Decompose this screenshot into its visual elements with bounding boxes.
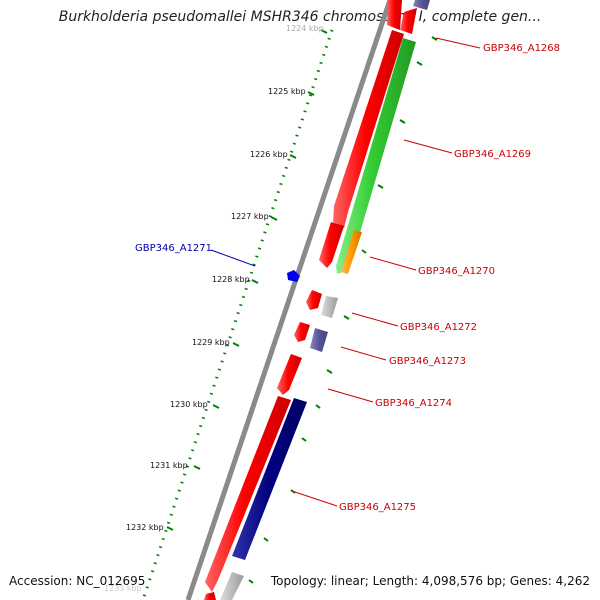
ruler-label: 1232 kbp — [126, 523, 164, 532]
ruler-tick — [212, 404, 220, 409]
gene-label[interactable]: GBP346_A1269 — [454, 149, 531, 160]
gene-label[interactable]: GBP346_A1271 — [135, 243, 212, 254]
gene-label[interactable]: GBP346_A1273 — [389, 356, 466, 367]
feature-marks — [248, 36, 438, 584]
gene-feature-red[interactable] — [205, 396, 291, 592]
ruler-label: 1224 kbp — [286, 24, 324, 33]
ruler-label: 1231 kbp — [150, 461, 188, 470]
gene-feature-red[interactable] — [306, 290, 322, 310]
gene-feature-red[interactable] — [277, 354, 302, 395]
gene-label[interactable]: GBP346_A1275 — [339, 502, 416, 513]
gene-feature-slate[interactable] — [413, 0, 430, 10]
sequence-backbone — [185, 0, 393, 600]
ruler-tick — [270, 216, 278, 221]
gene-feature-orange[interactable] — [341, 230, 362, 274]
ruler-tick — [193, 465, 201, 470]
ruler-tick — [307, 91, 315, 96]
gene-label[interactable]: GBP346_A1270 — [418, 266, 495, 277]
ruler-tick — [251, 279, 259, 284]
gene-feature-red[interactable] — [333, 30, 404, 228]
gene-feature-red[interactable] — [319, 222, 344, 268]
ruler-ticks — [166, 29, 328, 531]
map-title: Burkholderia pseudomallei MSHR346 chromo… — [58, 9, 542, 25]
ruler-label: 1225 kbp — [268, 87, 306, 96]
ruler-tick — [289, 154, 297, 159]
gene-feature-red-top[interactable] — [387, 0, 402, 30]
accession-text: Accession: NC_012695 — [9, 574, 146, 588]
gene-feature-grey[interactable] — [321, 296, 338, 318]
ruler-label: 1228 kbp — [212, 275, 250, 284]
gene-feature-slate[interactable] — [310, 328, 328, 352]
gene-label[interactable]: GBP346_A1272 — [400, 322, 477, 333]
gene-feature-green[interactable] — [336, 38, 416, 274]
ruler-label: 1230 kbp — [170, 400, 208, 409]
ruler-tick — [232, 342, 240, 347]
genome-stats-text: Topology: linear; Length: 4,098,576 bp; … — [270, 574, 590, 588]
gene-labels: GBP346_A1268 GBP346_A1269 GBP346_A1270 G… — [135, 43, 560, 513]
ruler-tick — [320, 29, 328, 34]
ruler-label: 1233 kbp — [104, 584, 142, 593]
ruler-label: 1226 kbp — [250, 150, 288, 159]
ruler-tick — [166, 526, 174, 531]
gene-feature-navy[interactable] — [232, 398, 307, 560]
gene-feature-red[interactable] — [204, 592, 216, 600]
gene-feature-red[interactable] — [400, 8, 417, 34]
gene-label[interactable]: GBP346_A1274 — [375, 398, 452, 409]
ruler-labels: 1224 kbp 1225 kbp 1226 kbp 1227 kbp 1228… — [104, 24, 324, 593]
gene-feature-grey[interactable] — [220, 572, 244, 600]
ruler-label: 1227 kbp — [231, 212, 269, 221]
gene-feature-red[interactable] — [294, 322, 310, 342]
gene-feature-blue[interactable] — [287, 270, 300, 282]
gene-label[interactable]: GBP346_A1268 — [483, 43, 560, 54]
ruler-label: 1229 kbp — [192, 338, 230, 347]
label-leaders — [210, 37, 481, 507]
